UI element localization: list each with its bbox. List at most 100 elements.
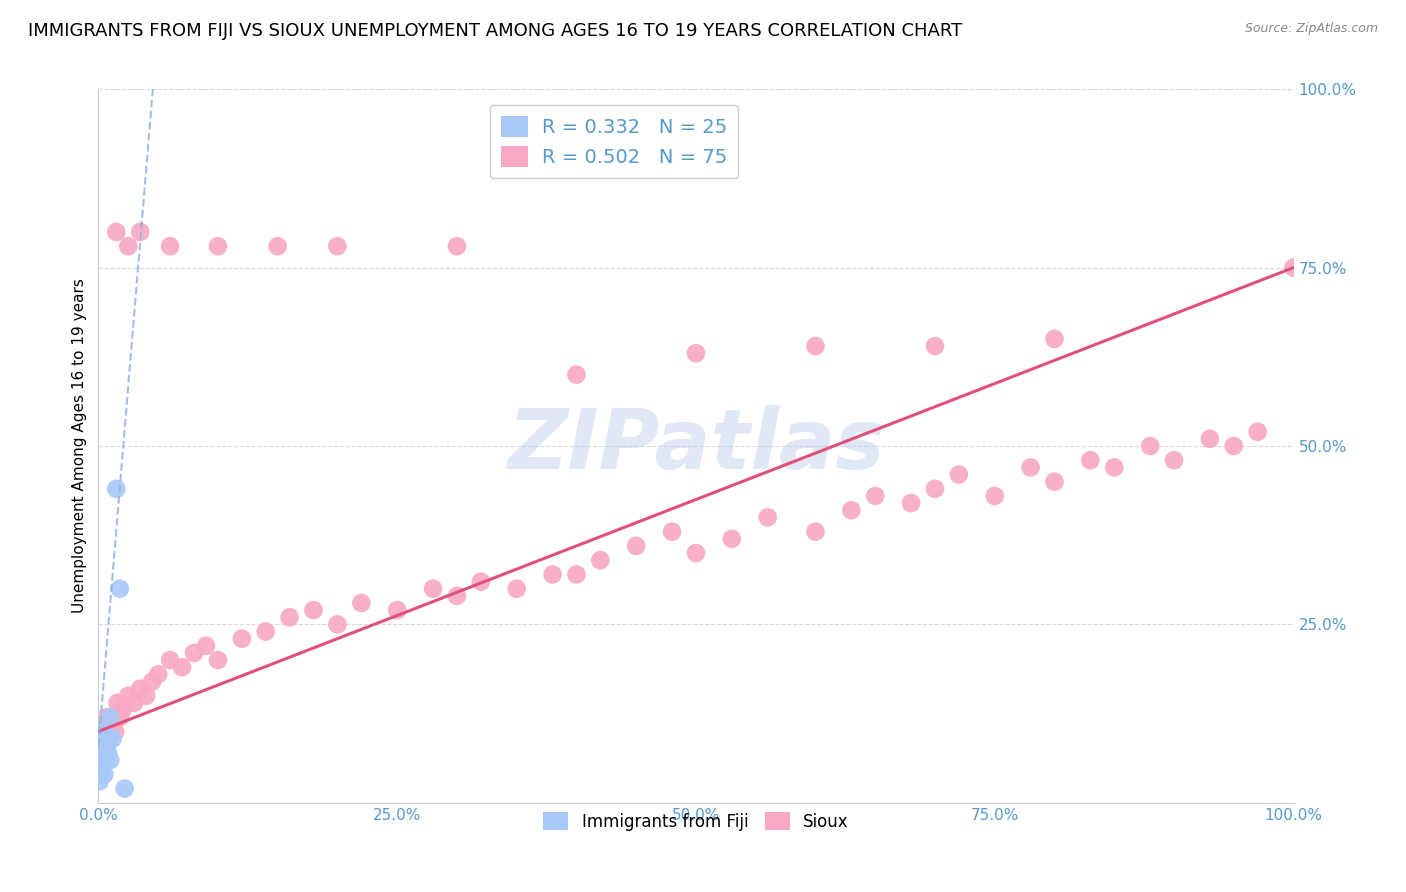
- Point: [183, 646, 205, 660]
- Point: [1043, 475, 1066, 489]
- Point: [94, 753, 117, 767]
- Point: [1019, 460, 1042, 475]
- Point: [105, 482, 128, 496]
- Point: [804, 524, 827, 539]
- Point: [756, 510, 779, 524]
- Point: [117, 239, 139, 253]
- Point: [541, 567, 564, 582]
- Point: [159, 239, 181, 253]
- Point: [721, 532, 744, 546]
- Point: [172, 660, 194, 674]
- Point: [1043, 332, 1066, 346]
- Point: [924, 339, 946, 353]
- Point: [93, 724, 115, 739]
- Point: [98, 710, 122, 724]
- Point: [207, 653, 229, 667]
- Point: [326, 239, 349, 253]
- Point: [91, 717, 114, 731]
- Point: [90, 731, 112, 746]
- Point: [101, 710, 124, 724]
- Point: [107, 696, 129, 710]
- Point: [565, 368, 588, 382]
- Point: [326, 617, 349, 632]
- Point: [626, 539, 648, 553]
- Point: [89, 753, 111, 767]
- Point: [565, 567, 588, 582]
- Point: [1282, 260, 1305, 275]
- Y-axis label: Unemployment Among Ages 16 to 19 years: Unemployment Among Ages 16 to 19 years: [72, 278, 87, 614]
- Point: [446, 239, 468, 253]
- Point: [91, 746, 114, 760]
- Point: [984, 489, 1007, 503]
- Point: [135, 689, 157, 703]
- Point: [96, 739, 118, 753]
- Point: [685, 546, 707, 560]
- Point: [804, 339, 827, 353]
- Point: [94, 739, 117, 753]
- Point: [104, 724, 127, 739]
- Point: [422, 582, 444, 596]
- Point: [91, 760, 114, 774]
- Point: [267, 239, 290, 253]
- Point: [446, 589, 468, 603]
- Point: [98, 724, 122, 739]
- Point: [93, 767, 115, 781]
- Point: [195, 639, 218, 653]
- Point: [114, 781, 136, 796]
- Point: [231, 632, 253, 646]
- Point: [254, 624, 277, 639]
- Point: [506, 582, 529, 596]
- Point: [1247, 425, 1270, 439]
- Point: [385, 603, 409, 617]
- Point: [278, 610, 301, 624]
- Point: [1163, 453, 1185, 467]
- Point: [91, 739, 114, 753]
- Point: [207, 239, 229, 253]
- Point: [589, 553, 612, 567]
- Point: [948, 467, 970, 482]
- Point: [108, 710, 131, 724]
- Point: [98, 731, 121, 746]
- Point: [111, 703, 134, 717]
- Point: [924, 482, 946, 496]
- Point: [105, 225, 128, 239]
- Point: [87, 760, 110, 774]
- Point: [1104, 460, 1126, 475]
- Point: [661, 524, 683, 539]
- Point: [91, 753, 114, 767]
- Point: [685, 346, 707, 360]
- Point: [1223, 439, 1246, 453]
- Point: [124, 696, 146, 710]
- Point: [98, 717, 121, 731]
- Point: [93, 746, 115, 760]
- Point: [108, 582, 131, 596]
- Point: [350, 596, 373, 610]
- Point: [470, 574, 492, 589]
- Point: [865, 489, 887, 503]
- Point: [90, 731, 112, 746]
- Point: [97, 731, 120, 746]
- Point: [90, 767, 112, 781]
- Point: [148, 667, 170, 681]
- Point: [90, 753, 112, 767]
- Point: [159, 653, 181, 667]
- Point: [1139, 439, 1161, 453]
- Point: [141, 674, 163, 689]
- Point: [1080, 453, 1102, 467]
- Point: [117, 689, 139, 703]
- Text: Source: ZipAtlas.com: Source: ZipAtlas.com: [1244, 22, 1378, 36]
- Point: [91, 724, 114, 739]
- Point: [97, 746, 120, 760]
- Text: ZIPatlas: ZIPatlas: [508, 406, 884, 486]
- Point: [89, 774, 111, 789]
- Point: [129, 681, 152, 696]
- Point: [302, 603, 325, 617]
- Point: [98, 753, 122, 767]
- Point: [900, 496, 922, 510]
- Text: IMMIGRANTS FROM FIJI VS SIOUX UNEMPLOYMENT AMONG AGES 16 TO 19 YEARS CORRELATION: IMMIGRANTS FROM FIJI VS SIOUX UNEMPLOYME…: [28, 22, 962, 40]
- Point: [89, 753, 111, 767]
- Point: [101, 731, 124, 746]
- Point: [96, 710, 118, 724]
- Point: [1199, 432, 1222, 446]
- Legend: Immigrants from Fiji, Sioux: Immigrants from Fiji, Sioux: [537, 805, 855, 838]
